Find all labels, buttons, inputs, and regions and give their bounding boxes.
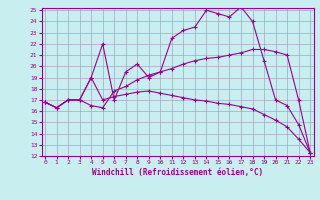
X-axis label: Windchill (Refroidissement éolien,°C): Windchill (Refroidissement éolien,°C) (92, 168, 263, 177)
